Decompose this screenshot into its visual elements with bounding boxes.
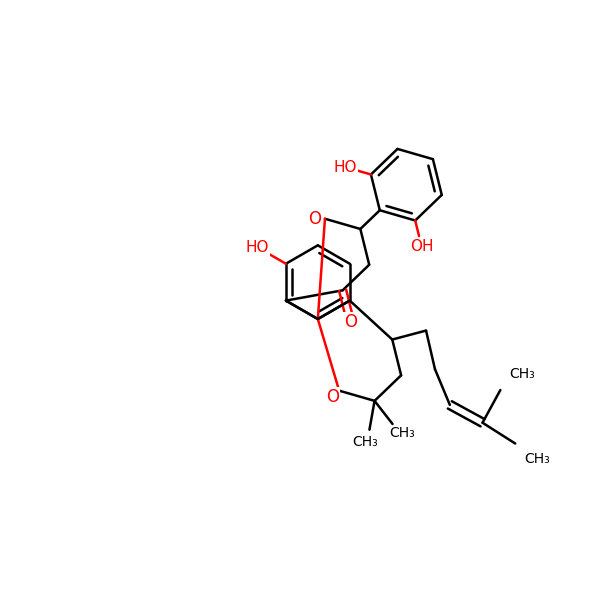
- Text: CH₃: CH₃: [524, 452, 550, 466]
- Text: O: O: [326, 388, 339, 406]
- Text: CH₃: CH₃: [509, 367, 535, 381]
- Text: O: O: [308, 210, 321, 228]
- Text: HO: HO: [246, 240, 269, 255]
- Text: OH: OH: [410, 239, 433, 254]
- Text: O: O: [344, 313, 357, 331]
- Text: CH₃: CH₃: [389, 425, 415, 440]
- Text: HO: HO: [334, 160, 357, 175]
- Text: CH₃: CH₃: [352, 435, 378, 449]
